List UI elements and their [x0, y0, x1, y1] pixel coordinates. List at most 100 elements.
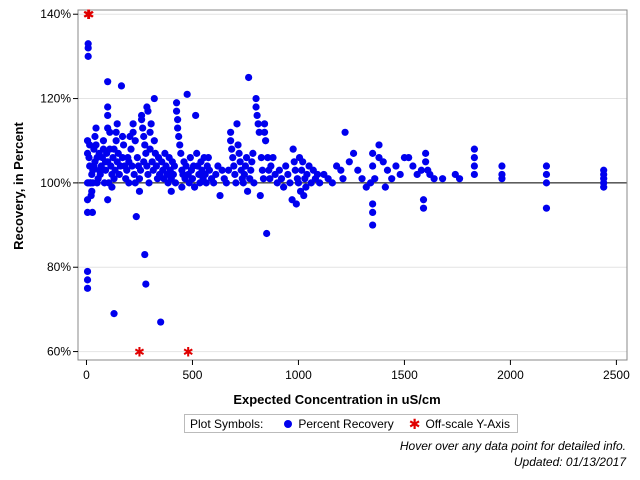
data-point[interactable] — [233, 120, 241, 128]
data-point[interactable] — [349, 149, 358, 157]
data-point[interactable] — [470, 145, 478, 153]
data-point[interactable] — [600, 183, 608, 191]
data-point[interactable] — [136, 166, 145, 174]
data-point[interactable] — [345, 158, 353, 166]
data-point[interactable] — [498, 175, 506, 183]
offscale-point[interactable]: ✱ — [183, 346, 194, 361]
data-point[interactable] — [140, 132, 148, 141]
data-point[interactable] — [375, 141, 383, 149]
data-point[interactable] — [205, 166, 214, 174]
data-point[interactable] — [303, 170, 311, 179]
data-point[interactable] — [275, 166, 283, 174]
data-point[interactable] — [174, 116, 182, 124]
data-point[interactable] — [123, 166, 131, 174]
data-point[interactable] — [294, 179, 303, 187]
data-point[interactable] — [239, 179, 247, 187]
data-point[interactable] — [430, 175, 438, 183]
data-point[interactable] — [127, 145, 135, 153]
data-point[interactable] — [256, 191, 264, 200]
data-point[interactable] — [242, 153, 251, 162]
data-point[interactable] — [419, 196, 428, 204]
data-point[interactable] — [171, 179, 180, 187]
offscale-point[interactable]: ✱ — [83, 8, 94, 23]
data-point[interactable] — [104, 78, 112, 86]
data-point[interactable] — [92, 124, 100, 132]
data-point[interactable] — [229, 153, 237, 162]
data-point[interactable] — [108, 183, 116, 191]
data-point[interactable] — [183, 90, 191, 98]
data-point[interactable] — [260, 120, 269, 128]
data-point[interactable] — [210, 179, 218, 187]
data-point[interactable] — [146, 145, 154, 153]
data-point[interactable] — [249, 149, 257, 157]
data-point[interactable] — [282, 162, 290, 170]
data-point[interactable] — [316, 179, 324, 187]
data-point[interactable] — [291, 166, 299, 174]
data-point[interactable] — [470, 170, 478, 179]
data-point[interactable] — [85, 153, 93, 162]
data-point[interactable] — [369, 200, 377, 208]
data-point[interactable] — [248, 158, 256, 166]
data-point[interactable] — [129, 128, 137, 136]
data-point[interactable] — [135, 187, 144, 195]
data-point[interactable] — [381, 183, 389, 191]
data-point[interactable] — [232, 179, 240, 187]
data-point[interactable] — [498, 162, 506, 170]
data-point[interactable] — [267, 162, 275, 170]
data-point[interactable] — [258, 166, 267, 174]
data-point[interactable] — [170, 162, 179, 170]
data-point[interactable] — [144, 107, 152, 115]
data-point[interactable] — [422, 158, 430, 166]
data-point[interactable] — [146, 128, 154, 136]
data-point[interactable] — [133, 153, 141, 162]
data-point[interactable] — [419, 204, 428, 212]
data-point[interactable] — [135, 175, 144, 183]
data-point[interactable] — [224, 166, 233, 174]
data-point[interactable] — [266, 175, 274, 183]
data-point[interactable] — [292, 200, 300, 208]
data-point[interactable] — [132, 213, 140, 221]
data-point[interactable] — [218, 166, 226, 174]
data-point[interactable] — [117, 82, 126, 90]
data-point[interactable] — [202, 179, 210, 187]
data-point[interactable] — [371, 175, 379, 183]
data-point[interactable] — [129, 120, 137, 128]
data-point[interactable] — [193, 149, 201, 157]
data-point[interactable] — [369, 208, 377, 217]
data-point[interactable] — [139, 124, 147, 132]
data-point[interactable] — [255, 128, 263, 136]
data-point[interactable] — [83, 284, 92, 292]
data-point[interactable] — [174, 124, 182, 132]
offscale-point[interactable]: ✱ — [134, 346, 145, 361]
data-point[interactable] — [113, 120, 121, 128]
data-point[interactable] — [542, 179, 551, 187]
data-point[interactable] — [234, 141, 242, 149]
data-point[interactable] — [84, 44, 92, 52]
data-point[interactable] — [388, 175, 396, 183]
data-point[interactable] — [177, 149, 185, 157]
data-point[interactable] — [369, 149, 377, 157]
data-point[interactable] — [141, 250, 149, 259]
data-point[interactable] — [106, 128, 114, 136]
data-point[interactable] — [104, 111, 112, 120]
data-point[interactable] — [369, 221, 377, 229]
data-point[interactable] — [422, 149, 430, 157]
data-point[interactable] — [313, 170, 322, 179]
data-point[interactable] — [438, 175, 447, 183]
data-point[interactable] — [104, 196, 112, 204]
data-point[interactable] — [542, 204, 551, 212]
data-point[interactable] — [252, 94, 260, 103]
data-point[interactable] — [354, 166, 362, 174]
data-point[interactable] — [131, 137, 139, 145]
offscale-point[interactable]: ✱ — [84, 8, 95, 23]
data-point[interactable] — [110, 175, 118, 183]
data-point[interactable] — [112, 137, 120, 145]
data-point[interactable] — [144, 170, 152, 179]
data-point[interactable] — [227, 128, 235, 136]
data-point[interactable] — [182, 162, 190, 170]
data-point[interactable] — [241, 162, 250, 170]
data-point[interactable] — [299, 158, 307, 166]
data-point[interactable] — [112, 128, 120, 136]
data-point[interactable] — [290, 158, 298, 166]
data-point[interactable] — [118, 132, 127, 141]
